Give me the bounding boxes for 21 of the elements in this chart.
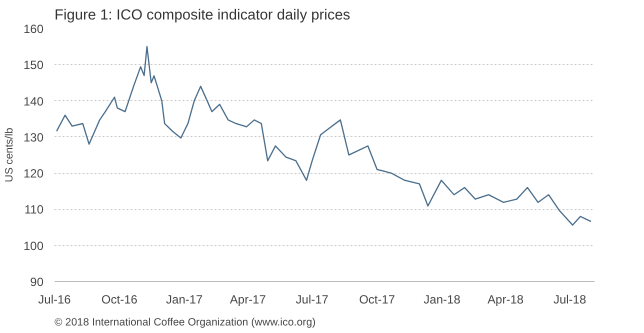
y-axis-title: US cents/lb [3, 128, 16, 182]
x-tick-label: Jul-16 [38, 292, 72, 306]
x-tick-label: Oct-16 [101, 292, 138, 306]
y-tick-label: 140 [23, 94, 44, 108]
x-tick-label: Jul-17 [296, 292, 329, 306]
x-tick-label: Jan-17 [166, 292, 204, 306]
y-tick-label: 90 [30, 275, 44, 289]
y-tick-label: 160 [23, 22, 44, 36]
x-tick-label: Jan-18 [424, 292, 461, 306]
x-tick-label: Jul-18 [553, 292, 586, 306]
line-series [56, 46, 592, 226]
x-tick-label: Apr-18 [488, 292, 524, 306]
x-tick-label: Apr-17 [230, 292, 266, 306]
y-tick-label: 130 [23, 130, 44, 144]
y-tick-label: 120 [23, 166, 44, 181]
chart-title: Figure 1: ICO composite indicator daily prices [54, 8, 350, 24]
y-tick-label: 150 [23, 58, 44, 72]
text: © 2018 International Coffee Organization (www.ico.org) [54, 316, 316, 328]
y-tick-label: 110 [24, 202, 44, 217]
x-tick-label: Oct-17 [359, 292, 396, 306]
y-tick-label: 100 [23, 238, 44, 253]
